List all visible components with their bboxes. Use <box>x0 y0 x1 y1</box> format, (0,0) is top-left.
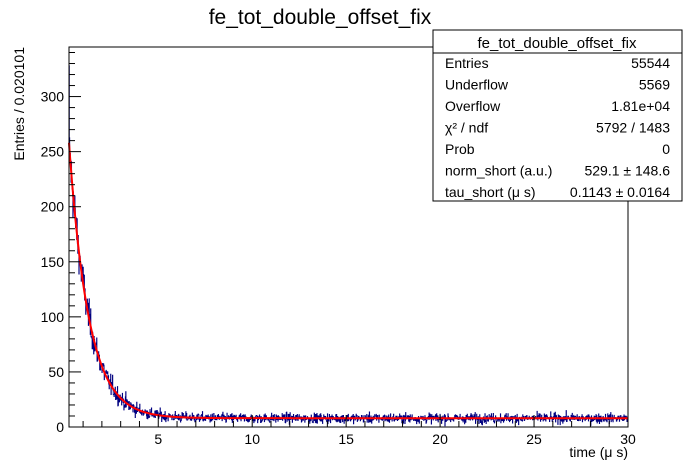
y-tick-label: 50 <box>48 364 64 380</box>
y-tick-label: 250 <box>41 144 65 160</box>
stats-row-label: Overflow <box>445 98 501 114</box>
y-axis-label: Entries / 0.020101 <box>11 47 27 161</box>
stats-row-value: 5569 <box>639 77 670 93</box>
stats-row-value: 5792 / 1483 <box>596 120 670 136</box>
stats-row-label: Prob <box>445 141 475 157</box>
y-tick-label: 200 <box>41 199 65 215</box>
stats-row-value: 0 <box>662 141 670 157</box>
stats-row-value: 0.1143 ± 0.0164 <box>570 184 670 200</box>
y-tick-label: 150 <box>41 254 65 270</box>
x-tick-label: 30 <box>620 431 636 447</box>
stats-row-label: Entries <box>445 55 489 71</box>
stats-row-label: χ² / ndf <box>445 120 488 136</box>
stats-row-label: Underflow <box>445 77 509 93</box>
stats-row-label: norm_short (a.u.) <box>445 163 552 179</box>
stats-row-value: 529.1 ± 148.6 <box>584 163 670 179</box>
y-tick-label: 0 <box>56 419 64 435</box>
x-tick-label: 5 <box>154 431 162 447</box>
y-tick-label: 300 <box>41 89 65 105</box>
x-tick-label: 25 <box>526 431 542 447</box>
x-tick-label: 15 <box>338 431 354 447</box>
y-tick-label: 100 <box>41 309 65 325</box>
chart-title: fe_tot_double_offset_fix <box>209 6 432 29</box>
stats-row-label: tau_short (μ s) <box>445 184 536 200</box>
x-axis-label: time (μ s) <box>569 444 628 460</box>
plot-frame <box>68 46 629 428</box>
stats-box-frame <box>432 29 683 202</box>
stats-row-value: 55544 <box>631 55 670 71</box>
stats-box: fe_tot_double_offset_fix Entries 55544 Und… <box>432 29 683 202</box>
stats-box-title: fe_tot_double_offset_fix <box>477 35 637 52</box>
fit-curve-layer <box>68 142 628 420</box>
stats-box-rows: Entries 55544 Underflow 5569 Overflow 1.81e+0… <box>445 55 670 200</box>
x-tick-label: 20 <box>432 431 448 447</box>
stats-row-value: 1.81e+04 <box>611 98 670 114</box>
fit-curve <box>68 142 628 420</box>
x-tick-label: 10 <box>244 431 260 447</box>
